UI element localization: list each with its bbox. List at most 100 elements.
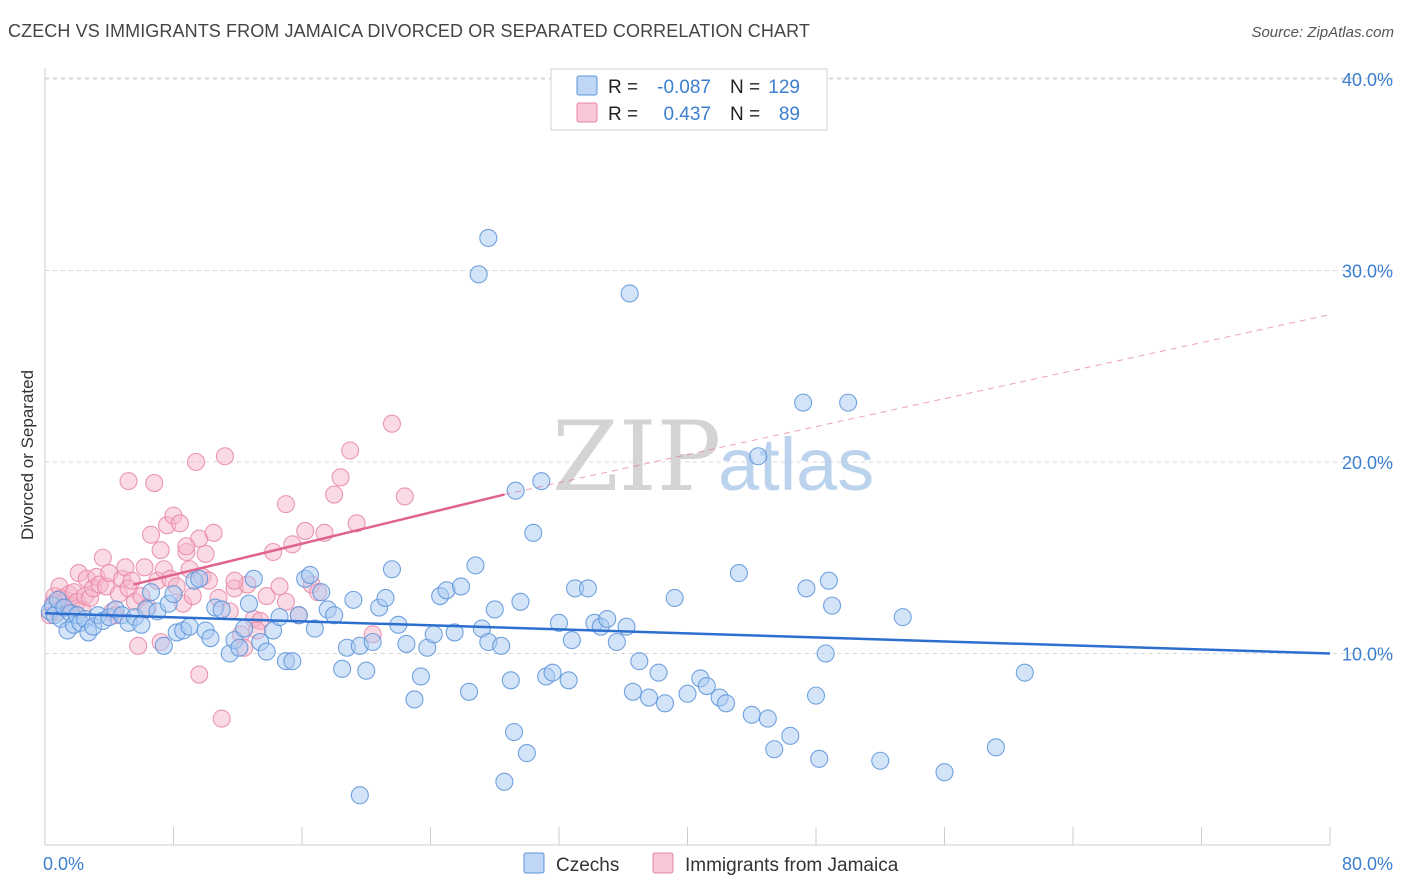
czech-point <box>190 569 209 588</box>
czech-points <box>40 228 1034 805</box>
czech-point <box>607 632 626 652</box>
y-tick-label: 30.0% <box>1342 262 1393 282</box>
x-tick-label: 0.0% <box>43 854 84 874</box>
legend-n-value: 129 <box>768 77 800 98</box>
czech-point <box>357 661 376 680</box>
source-credit: Source: ZipAtlas.com <box>1251 24 1394 41</box>
czech-point <box>154 636 173 655</box>
czech-point <box>1015 663 1034 682</box>
czech-point <box>164 585 183 604</box>
jamaica-point <box>93 548 112 567</box>
bottom-legend-czechs: Czechs <box>556 855 619 876</box>
czech-point <box>716 694 736 713</box>
x-tick-label: 80.0% <box>1342 854 1393 874</box>
czech-point <box>806 686 826 705</box>
jamaica-point <box>129 636 148 655</box>
bottom-legend-jamaica: Immigrants from Jamaica <box>685 855 899 876</box>
legend-swatch-czechs <box>576 75 598 96</box>
czech-point <box>623 682 642 701</box>
czech-point <box>397 634 416 653</box>
czech-point <box>893 608 912 627</box>
czech-point <box>559 671 578 690</box>
czech-point <box>810 749 829 768</box>
czech-point <box>797 579 816 598</box>
czech-point <box>562 631 581 650</box>
jamaica-point <box>347 514 366 533</box>
czech-point <box>325 606 344 625</box>
y-axis-title: Divorced or Separated <box>18 370 37 540</box>
czech-point <box>678 684 697 703</box>
y-tick-label: 20.0% <box>1342 453 1393 473</box>
czech-point <box>445 623 464 642</box>
czech-point <box>665 588 684 608</box>
czech-point <box>620 284 639 303</box>
jamaica-point <box>145 474 164 493</box>
jamaica-point <box>177 537 196 556</box>
czech-point <box>363 632 382 652</box>
legend-r-label: R = <box>608 77 638 98</box>
jamaica-point <box>141 525 161 544</box>
czech-point <box>532 472 551 491</box>
czech-point <box>758 709 777 728</box>
czech-point <box>697 677 716 696</box>
gridlines <box>45 77 1395 654</box>
jamaica-point <box>190 665 209 684</box>
czech-point <box>459 682 479 701</box>
czech-point <box>501 671 520 690</box>
jamaica-point <box>186 452 206 472</box>
jamaica-point <box>395 487 414 506</box>
jamaica-point <box>122 571 141 590</box>
czech-point <box>839 393 858 412</box>
y-tick-label: 10.0% <box>1342 645 1393 665</box>
legend-r-value: 0.437 <box>663 104 711 125</box>
czech-point <box>511 592 530 611</box>
czech-point <box>504 722 524 742</box>
czech-point <box>466 556 485 575</box>
czech-point <box>517 744 536 763</box>
czech-point <box>630 652 649 671</box>
czech-point <box>244 569 263 588</box>
czech-point <box>578 579 597 598</box>
czech-point <box>376 588 395 608</box>
czech-point <box>405 690 424 709</box>
czech-point <box>935 763 954 782</box>
jamaica-point <box>151 541 170 560</box>
czech-point <box>212 600 231 619</box>
czech-point <box>986 738 1005 757</box>
trend-lines <box>44 314 1331 655</box>
czech-point <box>180 617 199 636</box>
czech-point <box>305 619 324 638</box>
trend-extension <box>504 314 1331 496</box>
czech-point <box>495 772 514 791</box>
czech-point <box>424 625 443 644</box>
jamaica-point <box>196 544 215 563</box>
jamaica-point <box>170 514 189 533</box>
jamaica-point <box>257 586 276 606</box>
czech-point <box>411 667 430 686</box>
czech-point <box>382 560 402 579</box>
legend-n-label: N = <box>730 104 760 125</box>
jamaica-point <box>135 558 154 577</box>
bottom-legend: Czechs Immigrants from Jamaica <box>523 852 899 876</box>
czech-point <box>749 447 768 466</box>
jamaica-point <box>276 592 295 611</box>
jamaica-point <box>215 447 234 466</box>
page-title: CZECH VS IMMIGRANTS FROM JAMAICA DIVORCE… <box>8 21 810 41</box>
jamaica-point <box>276 495 295 514</box>
czech-point <box>485 600 504 619</box>
jamaica-point <box>225 571 244 590</box>
czech-point <box>598 609 617 629</box>
czech-point <box>230 638 249 657</box>
legend-r-value: -0.087 <box>657 77 711 98</box>
czech-point <box>451 577 471 596</box>
czech-point <box>469 265 488 284</box>
czech-point <box>823 596 842 615</box>
jamaica-point <box>382 414 402 433</box>
czech-point <box>235 619 254 638</box>
jamaica-point <box>270 577 289 596</box>
czech-point <box>492 636 511 655</box>
czech-point <box>479 228 498 247</box>
czech-point <box>141 583 161 602</box>
legend-n-label: N = <box>730 77 760 98</box>
